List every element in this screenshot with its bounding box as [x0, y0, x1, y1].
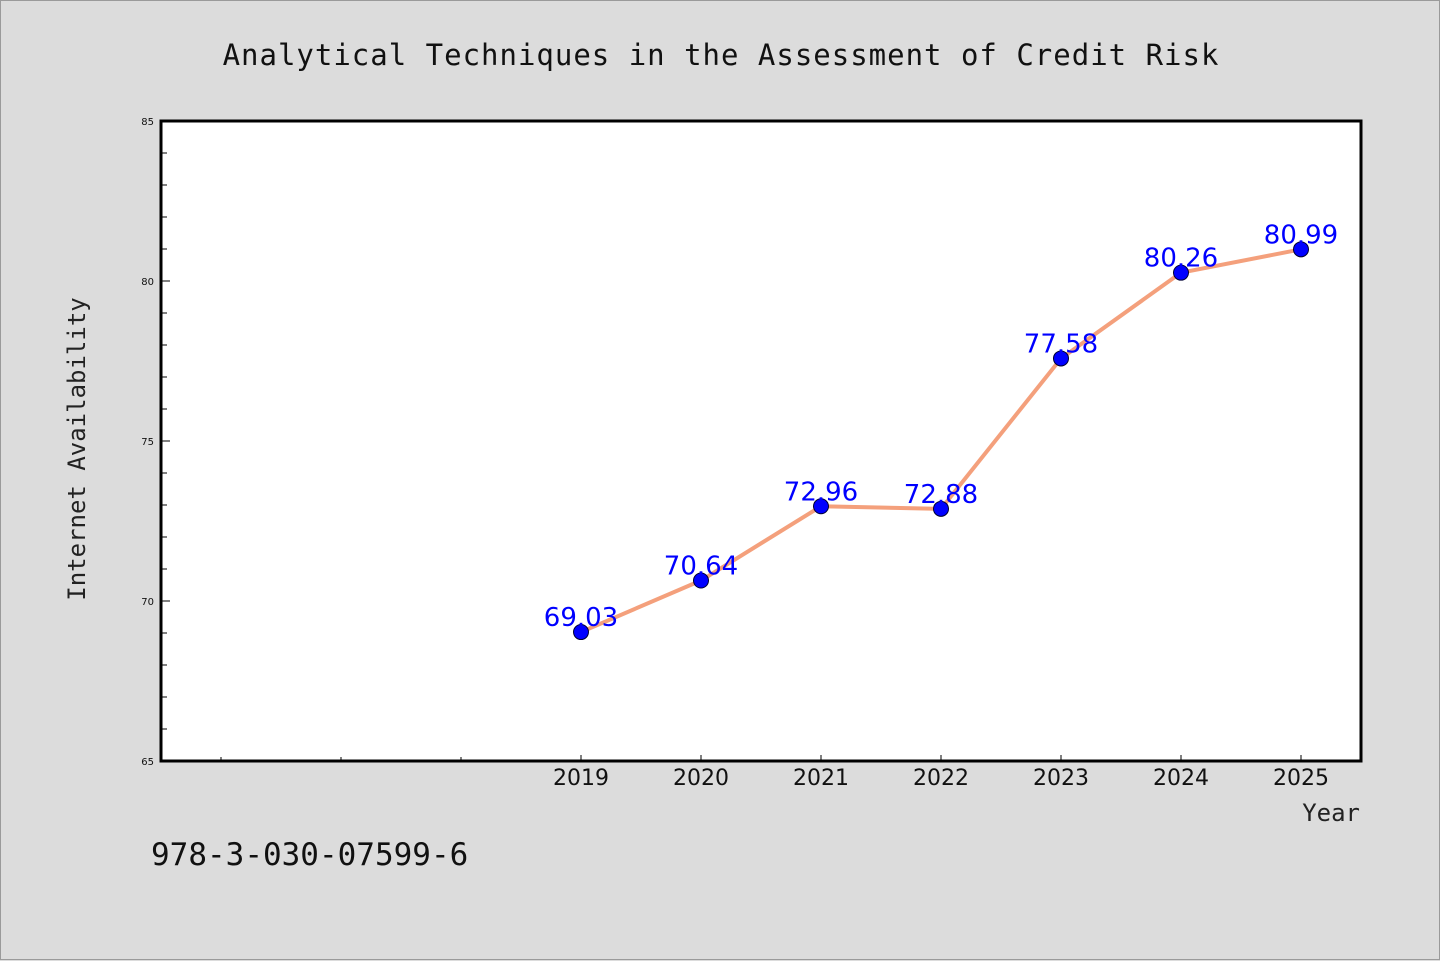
data-point: [693, 572, 709, 589]
data-label: 70.64: [664, 552, 738, 582]
x-axis-ticks: 2019 2020 2021 2022 2023 2024 2025: [220, 755, 1329, 791]
x-tick-label: 2025: [1273, 766, 1329, 791]
y-tick-label: 65: [141, 757, 154, 768]
data-point: [933, 500, 949, 517]
data-label: 69.03: [544, 603, 618, 633]
y-tick-label: 75: [141, 437, 154, 448]
plot-area: [159, 119, 1363, 763]
y-axis-title: Internet Availability: [63, 297, 91, 600]
data-point: [813, 498, 829, 515]
x-axis-title: Year: [1302, 799, 1360, 827]
data-labels: 69.03 70.64 72.96 72.88 77.58 80.26 80.99: [544, 220, 1338, 633]
x-tick-label: 2019: [553, 766, 609, 791]
chart-title: Analytical Techniques in the Assessment …: [223, 38, 1220, 72]
x-tick-label: 2022: [913, 766, 969, 791]
y-tick-label: 70: [141, 597, 154, 608]
y-tick-label: 85: [141, 117, 154, 128]
data-label: 72.96: [784, 477, 858, 507]
data-label: 72.88: [904, 480, 978, 510]
data-label: 77.58: [1024, 329, 1098, 359]
data-points: [573, 241, 1309, 641]
data-label: 80.26: [1144, 244, 1218, 274]
footer-isbn: 978-3-030-07599-6: [151, 837, 468, 873]
x-tick-label: 2020: [673, 766, 729, 791]
data-label: 80.99: [1264, 220, 1338, 250]
x-tick-label: 2023: [1033, 766, 1089, 791]
x-tick-label: 2024: [1153, 766, 1209, 791]
data-point: [1173, 264, 1189, 281]
data-point: [1053, 350, 1069, 367]
data-point: [1293, 241, 1309, 258]
x-tick-label: 2021: [793, 766, 849, 791]
y-axis-ticks: 65 70 75 80 85: [141, 117, 170, 768]
data-point: [573, 624, 589, 641]
y-tick-label: 80: [141, 277, 154, 288]
